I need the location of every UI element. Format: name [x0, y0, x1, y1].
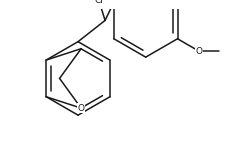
- Text: O: O: [196, 47, 203, 56]
- Text: Cl: Cl: [95, 0, 104, 5]
- Text: O: O: [78, 104, 85, 113]
